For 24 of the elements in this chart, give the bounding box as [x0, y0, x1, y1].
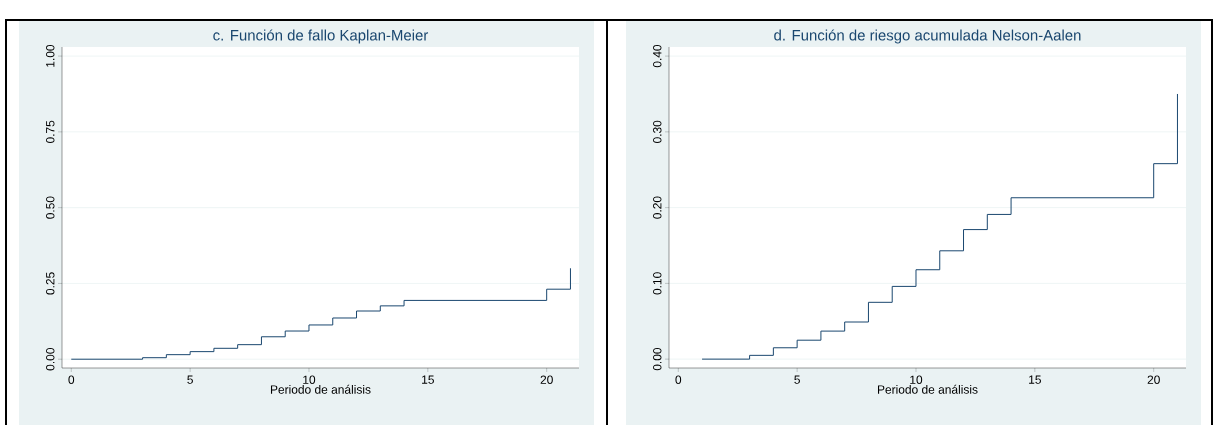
y-tick-label: 0.40: [653, 44, 662, 68]
x-tick-label: 20: [1147, 375, 1160, 384]
y-tick-label: 1.00: [46, 44, 55, 67]
x-tick-label: 15: [1029, 375, 1041, 384]
x-tick-label: 5: [187, 375, 193, 384]
x-tick-label: 15: [422, 375, 434, 384]
x-axis-title: Periodo de análisis: [877, 384, 978, 394]
y-tick-label: 0.00: [653, 347, 662, 371]
x-tick-label: 0: [675, 375, 682, 384]
x-tick-label: 5: [794, 375, 800, 384]
y-tick-label: 0.30: [653, 120, 662, 144]
y-tick-label: 0.25: [46, 272, 55, 295]
y-tick-label: 0.75: [46, 120, 55, 144]
x-axis-title: Periodo de análisis: [270, 384, 371, 394]
y-tick-label: 0.20: [653, 196, 662, 219]
y-tick-label: 0.50: [46, 196, 55, 219]
y-tick-label: 0.10: [653, 272, 662, 295]
chart-title: c. Función de fallo Kaplan-Meier: [213, 29, 429, 44]
x-tick-label: 10: [910, 375, 923, 384]
x-tick-label: 0: [68, 375, 75, 384]
x-tick-label: 20: [540, 375, 553, 384]
chart-title: d. Función de riesgo acumulada Nelson-Aalen: [774, 29, 1081, 44]
y-tick-label: 0.00: [46, 348, 55, 371]
x-tick-label: 10: [303, 375, 316, 384]
